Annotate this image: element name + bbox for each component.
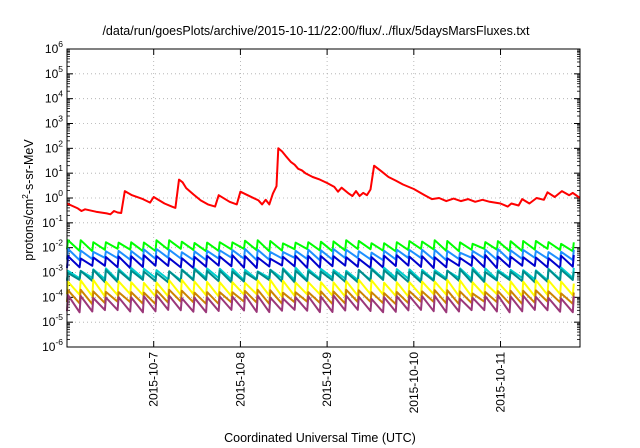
y-tick-label: 101: [45, 163, 63, 180]
y-tick-label: 10-3: [42, 263, 63, 280]
y-axis-label: protons/cm2-s-sr-MeV: [20, 139, 36, 261]
x-tick-label: 2015-10-8: [233, 352, 247, 407]
x-axis-label: Coordinated Universal Time (UTC): [224, 431, 416, 445]
y-tick-label: 10-6: [42, 337, 63, 354]
series-line-3: [66, 254, 575, 269]
y-tick-label: 103: [45, 114, 63, 131]
y-tick-label: 100: [45, 188, 63, 205]
y-tick-label: 106: [45, 39, 63, 56]
series-line-1: [66, 239, 575, 253]
y-tick-label: 10-1: [42, 213, 63, 230]
x-tick-label: 2015-10-11: [494, 352, 508, 413]
x-tick-label: 2015-10-10: [407, 352, 421, 414]
y-tick-label: 104: [45, 89, 63, 106]
series-lines: [66, 147, 581, 314]
chart-title: /data/run/goesPlots/archive/2015-10-11/2…: [102, 24, 530, 38]
axis-ticks: 10-6 10-5 10-4 10-3 10-2 10-1 100 101 102 103 104 1…: [42, 39, 580, 413]
y-tick-label: 10-5: [42, 312, 63, 329]
x-tick-label: 2015-10-9: [320, 352, 334, 407]
plot-frame: [66, 48, 581, 348]
series-line-0: [66, 147, 581, 216]
series-line-8: [66, 294, 575, 314]
y-tick-label: 105: [45, 64, 63, 81]
y-tick-label: 10-2: [42, 238, 63, 255]
y-tick-label: 102: [45, 138, 63, 155]
series-line-6: [66, 278, 575, 298]
x-tick-label: 2015-10-7: [147, 352, 161, 407]
series-line-5: [66, 268, 575, 284]
y-tick-label: 10-4: [42, 287, 63, 304]
